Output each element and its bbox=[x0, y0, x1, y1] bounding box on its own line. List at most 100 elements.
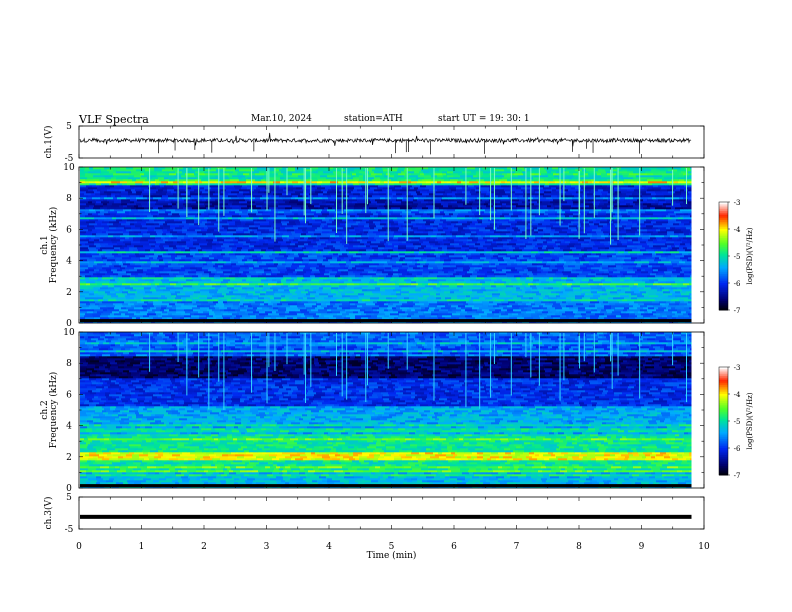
psd-cell bbox=[625, 289, 632, 292]
psd-cell bbox=[118, 253, 123, 256]
psd-cell bbox=[291, 281, 300, 284]
psd-cell bbox=[140, 239, 149, 242]
psd-cell bbox=[467, 313, 473, 316]
psd-cell bbox=[481, 223, 491, 226]
psd-cell bbox=[340, 265, 346, 268]
psd-cell bbox=[480, 243, 486, 246]
psd-cell bbox=[145, 295, 150, 298]
psd-cell bbox=[240, 317, 249, 320]
psd-cell bbox=[245, 253, 252, 256]
psd-cell bbox=[681, 293, 690, 296]
psd-cell bbox=[268, 283, 277, 286]
psd-cell bbox=[113, 271, 118, 274]
psd-cell bbox=[399, 279, 405, 282]
psd-cell bbox=[324, 275, 330, 278]
psd-cell bbox=[396, 257, 401, 260]
psd-cell bbox=[380, 287, 387, 290]
psd-cell bbox=[387, 291, 397, 294]
psd-cell bbox=[119, 249, 126, 252]
psd-cell bbox=[514, 271, 520, 274]
psd-cell bbox=[628, 239, 633, 242]
psd-cell bbox=[188, 303, 194, 306]
psd-cell bbox=[612, 275, 618, 278]
psd-cell bbox=[647, 275, 656, 278]
psd-cell bbox=[480, 253, 485, 256]
psd-cell bbox=[511, 269, 518, 272]
psd-cell bbox=[447, 299, 455, 302]
psd-cell bbox=[377, 257, 385, 260]
psd-cell bbox=[321, 223, 328, 226]
psd-cell bbox=[618, 251, 625, 254]
psd-cell bbox=[383, 299, 389, 302]
psd-cell bbox=[561, 277, 568, 280]
psd-cell bbox=[524, 269, 529, 272]
psd-cell bbox=[620, 259, 625, 262]
psd-cell bbox=[456, 277, 466, 280]
psd-cell bbox=[315, 295, 320, 298]
psd-cell bbox=[608, 231, 618, 234]
psd-cell bbox=[435, 257, 441, 260]
psd-cell bbox=[336, 241, 341, 244]
psd-cell bbox=[351, 277, 360, 280]
psd-cell bbox=[475, 243, 481, 246]
psd-cell bbox=[438, 321, 448, 324]
psd-cell bbox=[513, 309, 522, 312]
psd-cell bbox=[646, 257, 656, 260]
psd-cell bbox=[325, 301, 331, 304]
psd-cell bbox=[661, 239, 667, 242]
psd-cell bbox=[430, 293, 437, 296]
psd-cell bbox=[130, 285, 135, 288]
psd-cell bbox=[268, 299, 277, 302]
psd-cell bbox=[298, 245, 305, 248]
psd-cell bbox=[131, 227, 141, 230]
psd-cell bbox=[686, 291, 692, 294]
psd-cell bbox=[386, 287, 396, 290]
psd-cell bbox=[253, 293, 261, 296]
psd-cell bbox=[196, 247, 202, 250]
psd-cell bbox=[227, 221, 236, 224]
psd-cell bbox=[100, 247, 107, 250]
psd-cell bbox=[401, 299, 411, 302]
psd-cell bbox=[477, 275, 482, 278]
psd-cell bbox=[320, 273, 325, 276]
psd-cell bbox=[203, 263, 208, 266]
psd-cell bbox=[214, 299, 219, 302]
psd-cell bbox=[261, 281, 271, 284]
psd-cell bbox=[345, 299, 354, 302]
psd-cell bbox=[320, 283, 326, 286]
psd-cell bbox=[529, 275, 535, 278]
psd-cell bbox=[235, 273, 242, 276]
psd-cell bbox=[115, 301, 125, 304]
psd-cell bbox=[497, 227, 507, 230]
psd-cell bbox=[477, 309, 483, 312]
psd-cell bbox=[519, 255, 524, 258]
psd-cell bbox=[676, 305, 685, 308]
psd-cell bbox=[94, 299, 99, 302]
psd-cell bbox=[421, 309, 429, 312]
psd-cell bbox=[150, 307, 157, 310]
psd-cell bbox=[502, 289, 512, 292]
psd-cell bbox=[553, 285, 558, 288]
psd-cell bbox=[261, 245, 266, 248]
psd-cell bbox=[135, 275, 143, 278]
psd-cell bbox=[644, 221, 652, 224]
psd-cell bbox=[366, 249, 375, 252]
psd-cell bbox=[624, 307, 630, 310]
psd-cell bbox=[402, 241, 407, 244]
psd-cell bbox=[665, 253, 672, 256]
psd-cell bbox=[124, 311, 129, 314]
psd-cell bbox=[145, 299, 150, 302]
psd-cell bbox=[108, 287, 115, 290]
psd-cell bbox=[589, 243, 596, 246]
psd-cell bbox=[265, 293, 275, 296]
psd-cell bbox=[492, 241, 497, 244]
psd-cell bbox=[248, 293, 254, 296]
psd-cell bbox=[266, 235, 274, 238]
psd-cell bbox=[390, 241, 395, 244]
psd-cell bbox=[207, 221, 212, 224]
psd-cell bbox=[380, 241, 387, 244]
psd-cell bbox=[431, 313, 439, 316]
psd-cell bbox=[177, 247, 186, 250]
psd-cell bbox=[167, 271, 176, 274]
psd-cell bbox=[311, 235, 318, 238]
